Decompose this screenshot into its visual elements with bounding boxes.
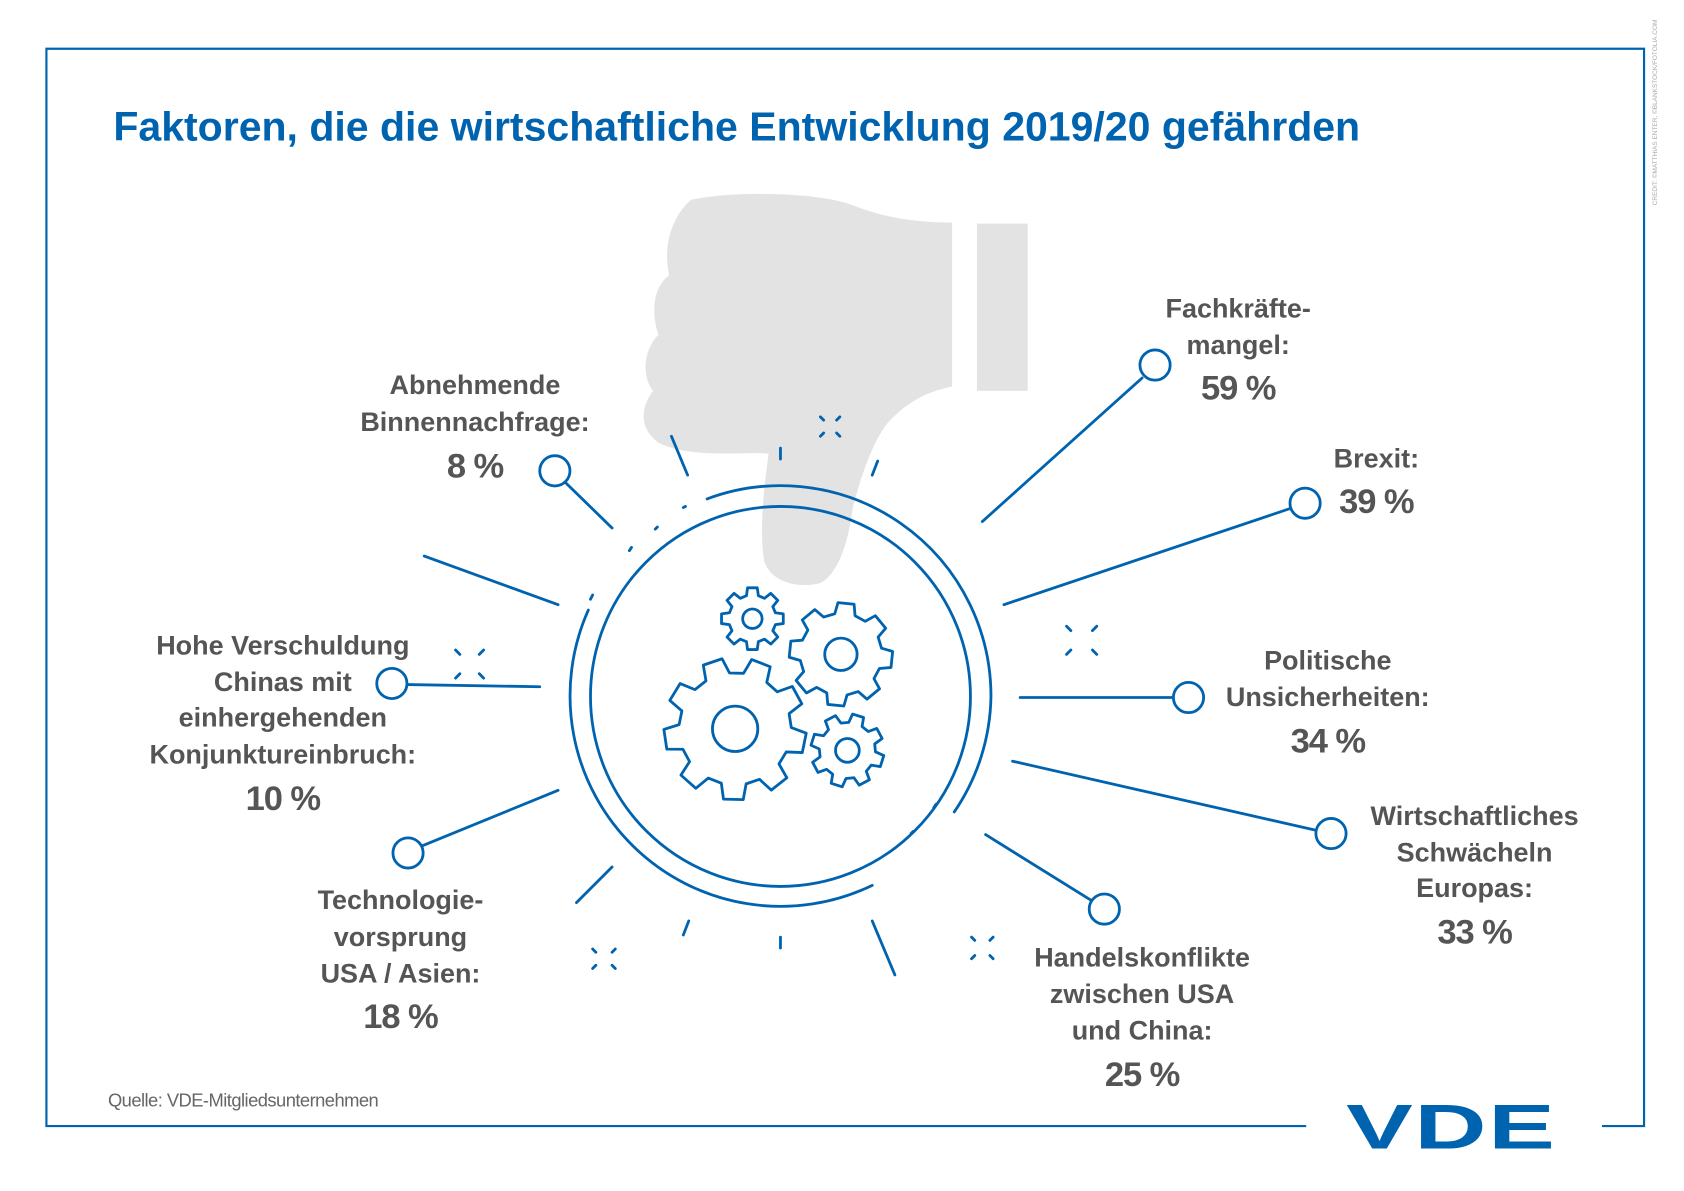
connector-dot xyxy=(1171,680,1206,715)
factor-label: Chinas mit xyxy=(214,667,352,697)
factor-label: mangel: xyxy=(1186,330,1289,360)
gear-icon xyxy=(809,712,886,789)
factor-label: Schwächeln xyxy=(1397,838,1553,868)
gear-icon xyxy=(787,601,895,708)
connector-dot xyxy=(1314,817,1348,851)
decorative-dashes xyxy=(422,434,938,977)
inner-ring xyxy=(589,505,972,888)
connector-line xyxy=(421,788,560,847)
gear-icon xyxy=(720,586,785,651)
sparkle-marks xyxy=(454,415,1099,970)
factor-technologievorsprung: Technologie- vorsprung USA / Asien: 18 % xyxy=(318,788,560,1036)
gear-hole xyxy=(823,636,859,672)
connector-dot xyxy=(1087,892,1121,926)
factor-fachkraeftemangel: Fachkräfte- mangel: 59 % xyxy=(980,294,1311,523)
thumbs-down-icon xyxy=(643,193,1028,586)
outer-ring xyxy=(705,484,993,814)
factor-value: 34 % xyxy=(1291,723,1366,761)
gear-hole xyxy=(741,607,764,630)
connector-dot xyxy=(1138,348,1172,382)
factor-handelskonflikte: Handelskonflikte zwischen USA und China:… xyxy=(984,833,1250,1094)
factor-value: 59 % xyxy=(1201,370,1276,408)
factor-schwaecheln-europas: Wirtschaftliches Schwächeln Europas: 33 … xyxy=(1011,759,1579,952)
factor-label: USA / Asien: xyxy=(321,958,481,988)
connector-line xyxy=(1011,759,1318,832)
gears-icon xyxy=(662,586,895,802)
connector-dot xyxy=(538,454,572,488)
gear-hole xyxy=(711,704,760,753)
outer-ring-left xyxy=(568,608,874,908)
factor-label: Technologie- xyxy=(318,885,484,915)
connector-line xyxy=(564,481,614,530)
connector-line xyxy=(1002,507,1292,607)
factor-brexit: Brexit: 39 % xyxy=(1002,444,1419,607)
gear-hole xyxy=(834,737,861,764)
factor-label: Unsicherheiten: xyxy=(1226,682,1430,712)
vde-logo: VDE xyxy=(1346,1093,1557,1163)
connector-dot xyxy=(375,666,409,700)
factor-label: Fachkräfte- xyxy=(1165,294,1310,324)
gear-icon xyxy=(662,657,808,802)
factor-label: Politische xyxy=(1264,645,1391,675)
factor-label: vorsprung xyxy=(334,922,467,952)
factor-label: Binnennachfrage: xyxy=(360,407,589,437)
factor-value: 25 % xyxy=(1105,1056,1180,1094)
factor-value: 18 % xyxy=(363,998,438,1036)
factor-label: Europas: xyxy=(1416,873,1533,903)
factor-label: zwischen USA xyxy=(1050,979,1234,1009)
factor-value: 10 % xyxy=(246,780,321,818)
factor-label: und China: xyxy=(1072,1016,1213,1046)
connector-line xyxy=(984,833,1093,902)
source-note: Quelle: VDE-Mitgliedsunternehmen xyxy=(108,1090,379,1111)
factor-value: 8 % xyxy=(447,447,504,485)
connector-dot xyxy=(391,836,425,870)
factor-value: 39 % xyxy=(1339,483,1414,521)
connector-line xyxy=(980,376,1144,523)
factor-politische-unsicherheiten: Politische Unsicherheiten: 34 % xyxy=(1018,645,1430,761)
factor-label: Abnehmende xyxy=(390,370,561,400)
frame-border xyxy=(45,47,1646,1128)
page-title: Faktoren, die die wirtschaftliche Entwic… xyxy=(113,103,1360,149)
photo-credit: CREDIT: ©MATTHIAS ENTER, ©BLANKSTOCK/FOT… xyxy=(1651,20,1659,206)
factor-verschuldung-chinas: Hohe Verschuldung Chinas mit einhergehen… xyxy=(149,630,542,818)
connector-line xyxy=(405,683,542,689)
factor-label: Brexit: xyxy=(1334,444,1419,474)
factor-label: Handelskonflikte xyxy=(1034,942,1250,972)
factor-binnennachfrage: Abnehmende Binnennachfrage: 8 % xyxy=(360,370,614,530)
connector-dot xyxy=(1288,486,1322,520)
factor-label: einhergehenden xyxy=(179,703,387,733)
factor-value: 33 % xyxy=(1437,914,1512,952)
factor-label: Konjunktureinbruch: xyxy=(149,739,416,769)
factor-label: Hohe Verschuldung xyxy=(156,630,409,660)
factor-label: Wirtschaftliches xyxy=(1371,801,1579,831)
